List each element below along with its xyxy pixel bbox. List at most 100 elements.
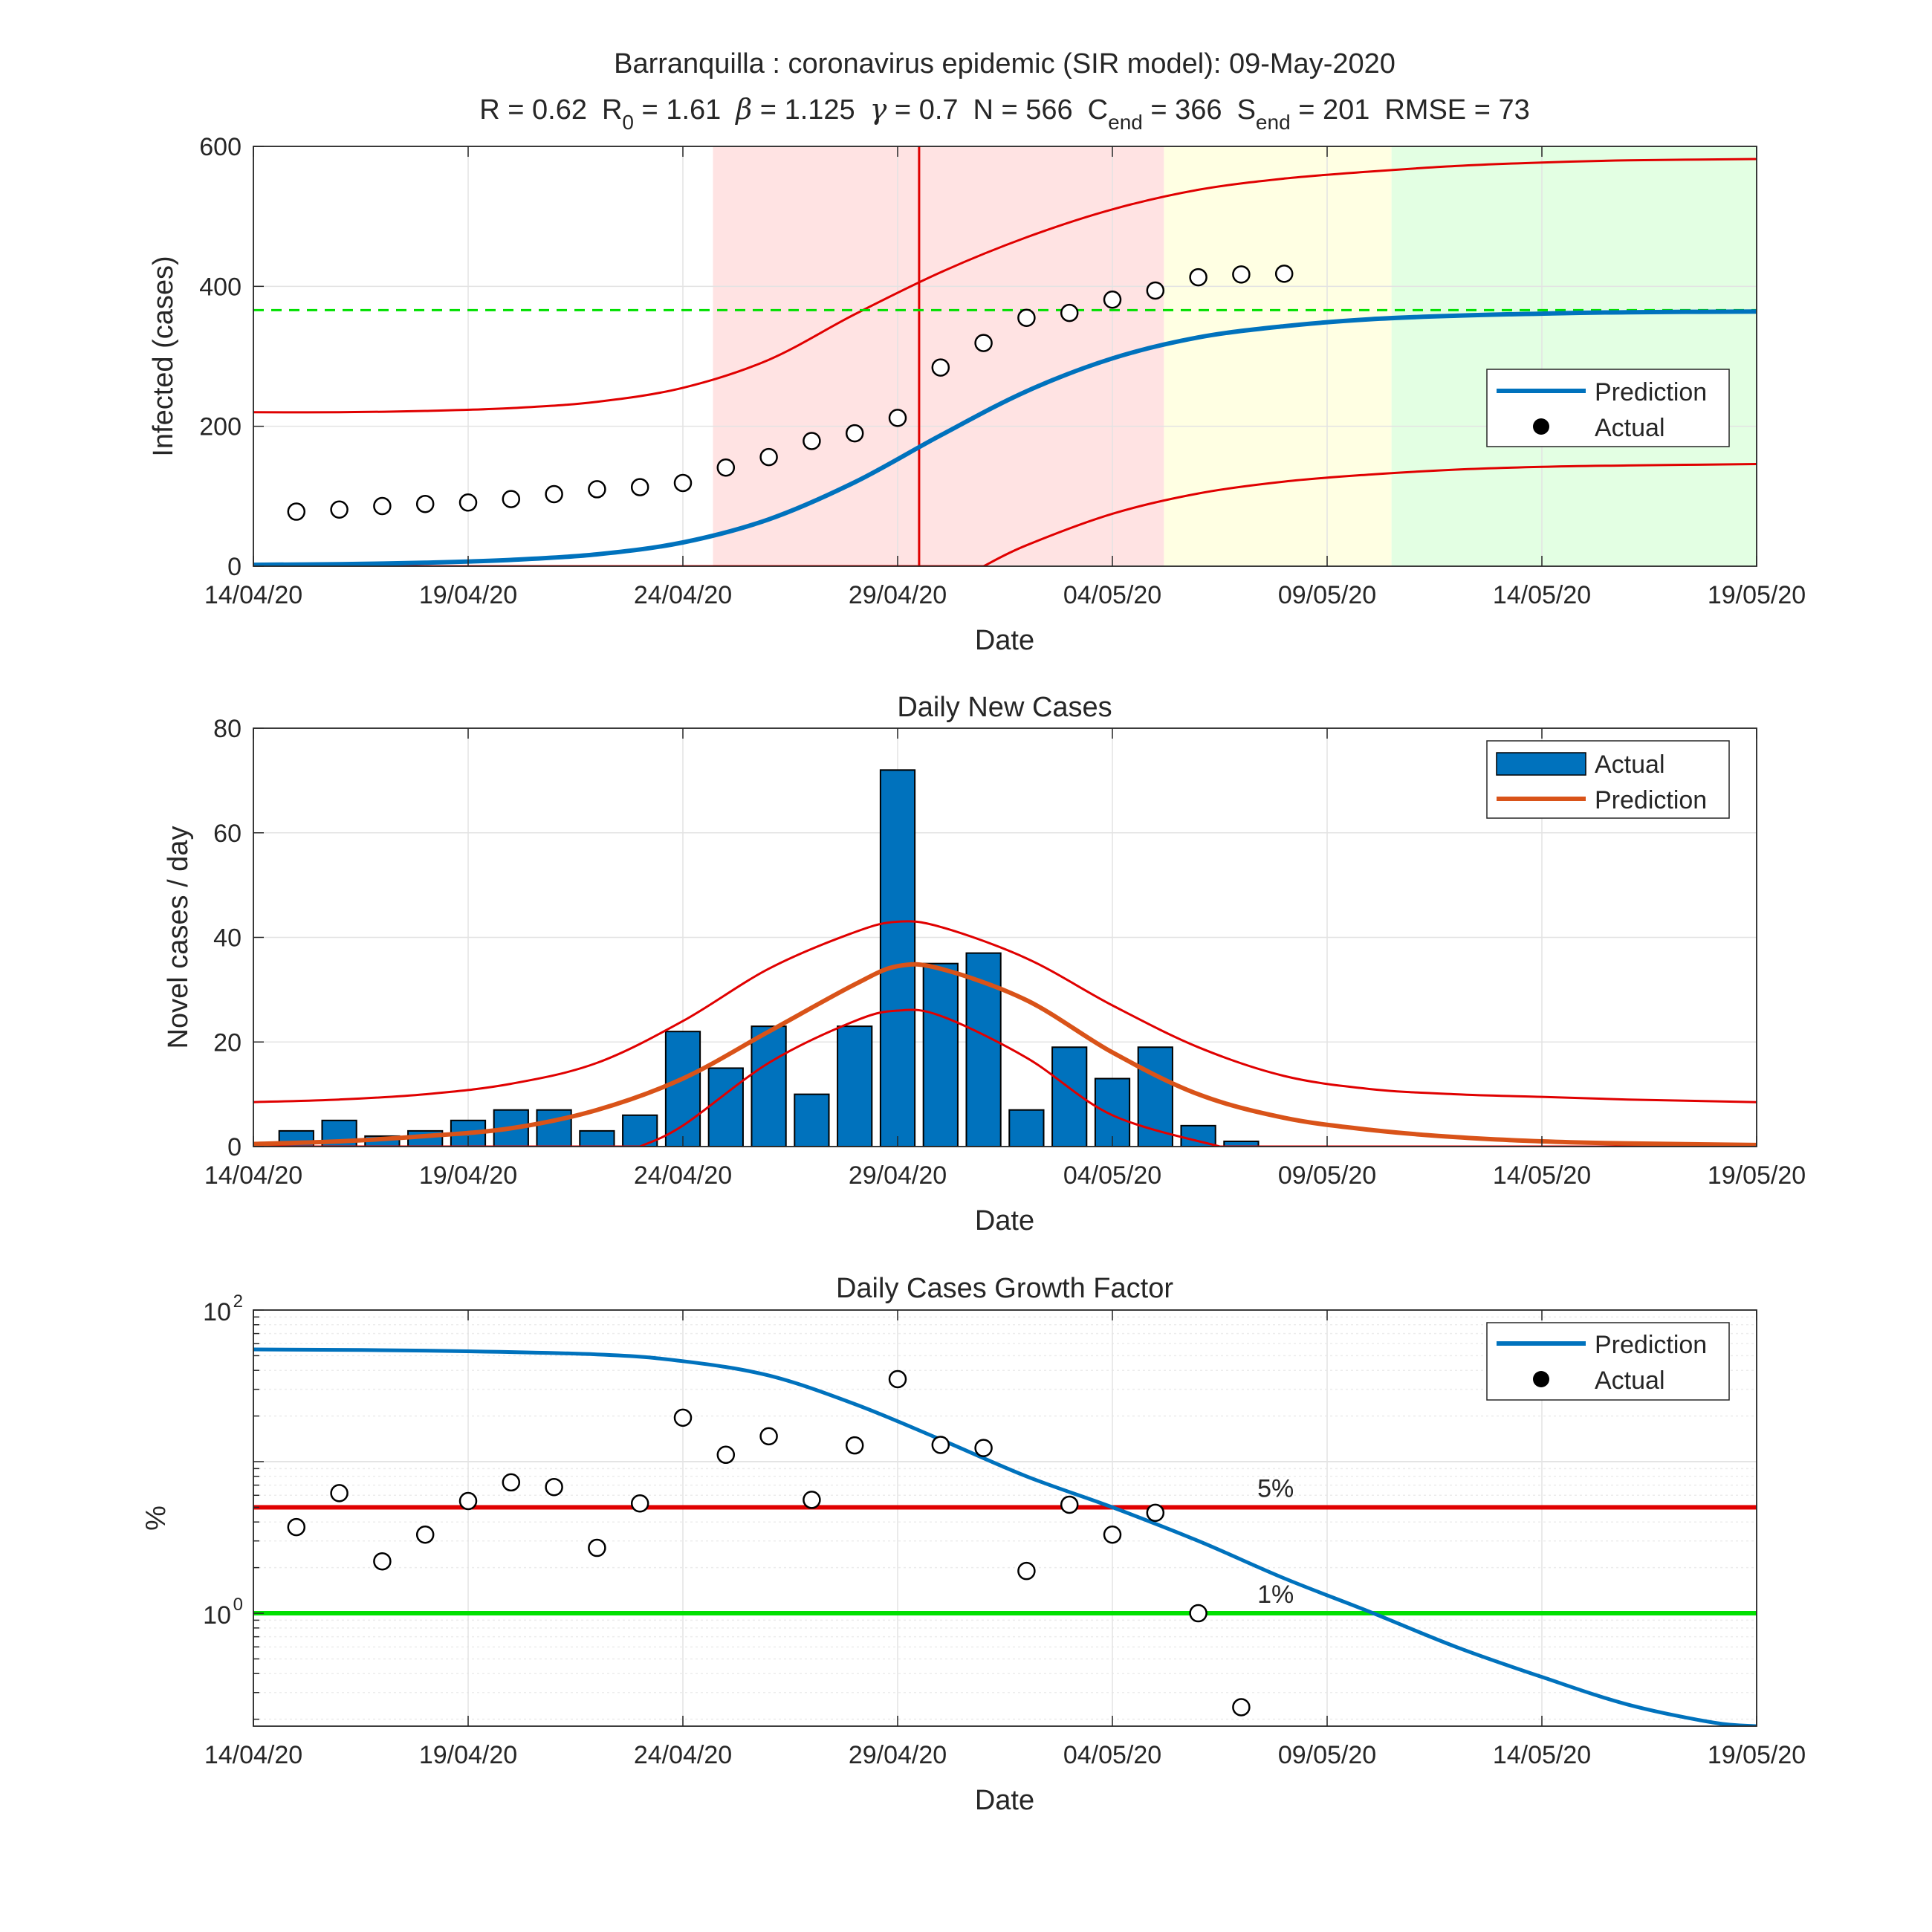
- beta-equals: =: [752, 94, 784, 126]
- y-axis-label: %: [140, 1505, 172, 1531]
- x-tick-label: 29/04/20: [849, 1161, 947, 1190]
- y-tick-label: 80: [213, 715, 242, 743]
- send-equals: =: [1291, 94, 1323, 126]
- actual-point: [974, 334, 993, 352]
- x-tick-label: 24/04/20: [634, 1161, 732, 1190]
- daily-cases-bar: [1223, 1140, 1260, 1147]
- infected-legend: Prediction Actual: [1486, 369, 1730, 447]
- n-label: N =: [973, 94, 1026, 126]
- actual-point: [330, 1484, 349, 1503]
- figure-title: Barranquilla : coronavirus epidemic (SIR…: [614, 48, 1395, 80]
- model-parameters: R = 0.62 R0 = 1.61 β = 1.125 γ = 0.7 N = 566…: [479, 93, 1530, 134]
- daily-cases-bar: [794, 1093, 830, 1147]
- y-axis-label: Infected (cases): [148, 256, 179, 456]
- x-tick-label: 14/04/20: [204, 1161, 302, 1190]
- y-tick-label: 400: [199, 273, 242, 301]
- legend-actual-marker: [1533, 418, 1549, 435]
- cend-value: 366: [1175, 94, 1222, 126]
- y-tick-label: 10: [203, 1298, 231, 1326]
- gamma-value: 0.7: [919, 94, 959, 126]
- legend-actual-bar: [1496, 752, 1586, 776]
- growth-factor-panel: Daily Cases Growth Factor 5%1% 10 210 014/…: [140, 1273, 1806, 1816]
- y-tick-label: 60: [213, 820, 242, 848]
- prediction-line: [253, 1347, 1757, 1726]
- actual-point: [1232, 265, 1251, 284]
- y-tick-exponent: 2: [233, 1291, 243, 1312]
- x-tick-label: 19/05/20: [1708, 581, 1806, 609]
- x-tick-label: 19/05/20: [1708, 1161, 1806, 1190]
- r-value: 0.62: [532, 94, 587, 126]
- gamma-equals: =: [886, 94, 918, 126]
- growth-factor-title: Daily Cases Growth Factor: [836, 1273, 1173, 1304]
- daily-cases-bar: [837, 1025, 873, 1147]
- legend-actual-marker: [1533, 1371, 1549, 1387]
- actual-point: [1060, 1495, 1079, 1514]
- x-tick-label: 04/05/20: [1063, 581, 1161, 609]
- y-tick-exponent: 0: [233, 1595, 243, 1615]
- legend-prediction-label: Prediction: [1595, 378, 1707, 406]
- beta-symbol: β: [734, 93, 752, 126]
- daily-cases-bar: [1137, 1046, 1173, 1147]
- send-label: S: [1237, 94, 1256, 126]
- y-tick-label: 0: [227, 1133, 242, 1161]
- prediction-line: [253, 962, 1757, 1147]
- axes-box: [253, 146, 1757, 567]
- r0-label: R: [602, 94, 622, 126]
- x-tick-label: 29/04/20: [849, 1741, 947, 1769]
- actual-point: [803, 1491, 821, 1509]
- actual-point: [502, 490, 521, 508]
- actual-point: [759, 1427, 778, 1446]
- x-tick-label: 14/05/20: [1493, 581, 1591, 609]
- x-tick-label: 29/04/20: [849, 581, 947, 609]
- upper-bound-line: [253, 920, 1757, 1103]
- r0-subscript: 0: [622, 111, 634, 134]
- actual-point: [803, 432, 821, 450]
- actual-point: [759, 447, 778, 467]
- actual-point: [888, 1369, 907, 1389]
- y-tick-label: 0: [227, 553, 242, 581]
- y-tick-label: 200: [199, 413, 242, 441]
- n-value: 566: [1025, 94, 1072, 126]
- daily-cases-bar: [536, 1109, 572, 1147]
- actual-point: [588, 1538, 606, 1557]
- daily-cases-bar: [579, 1129, 615, 1147]
- actual-point: [630, 478, 649, 496]
- y-tick-label: 10: [203, 1601, 231, 1630]
- x-tick-label: 04/05/20: [1063, 1161, 1161, 1190]
- cend-subscript: end: [1108, 111, 1143, 134]
- legend-actual-label: Actual: [1595, 414, 1665, 442]
- actual-point: [287, 1517, 306, 1537]
- actual-point: [458, 493, 478, 512]
- x-tick-label: 09/05/20: [1278, 581, 1376, 609]
- daily-cases-bar: [707, 1067, 744, 1147]
- actual-point: [1146, 281, 1165, 300]
- actual-point: [1060, 303, 1079, 322]
- cend-label: C: [1088, 94, 1108, 126]
- x-axis-label: Date: [975, 625, 1034, 656]
- actual-point: [1146, 1503, 1165, 1523]
- daily-cases-bar: [664, 1031, 701, 1147]
- actual-point: [502, 1473, 521, 1492]
- beta-value: 1.125: [785, 94, 855, 126]
- daily-cases-bar: [751, 1025, 787, 1147]
- actual-point: [415, 1526, 435, 1544]
- actual-point: [415, 494, 435, 513]
- prediction-line: [253, 309, 1757, 566]
- actual-point: [974, 1439, 993, 1457]
- x-tick-label: 19/05/20: [1708, 1741, 1806, 1769]
- zone-green: [1391, 146, 1757, 566]
- threshold-label: 1%: [1257, 1581, 1294, 1609]
- x-tick-label: 04/05/20: [1063, 1741, 1161, 1769]
- y-tick-label: 20: [213, 1028, 242, 1057]
- daily-cases-bar: [1008, 1109, 1045, 1147]
- infected-panel: 0 200 400 600 14/04/20 19/04/20 24/04/20 29/04/…: [148, 133, 1806, 656]
- daily-cases-title: Daily New Cases: [897, 692, 1112, 723]
- rmse-label: RMSE =: [1384, 94, 1498, 126]
- x-tick-label: 24/04/20: [634, 581, 732, 609]
- y-axis-label: Novel cases / day: [163, 826, 194, 1049]
- actual-point: [1017, 1561, 1036, 1581]
- actual-point: [716, 458, 736, 477]
- gamma-symbol: γ: [870, 93, 887, 126]
- actual-point: [1017, 308, 1036, 327]
